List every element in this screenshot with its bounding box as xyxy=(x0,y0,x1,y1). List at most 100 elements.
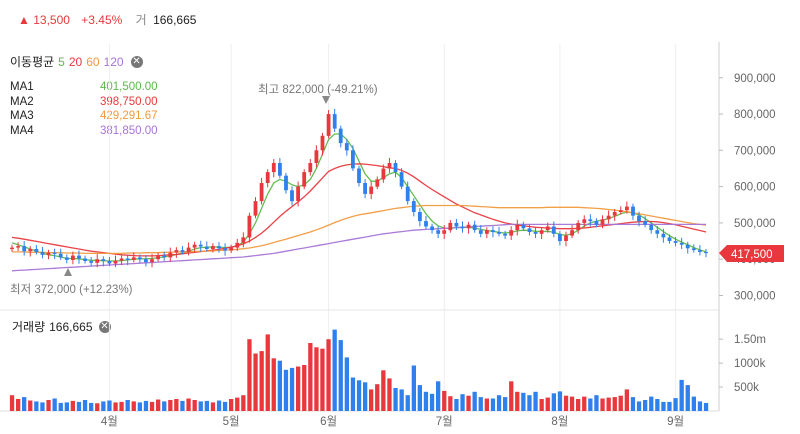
y-tick-label: 800,000 xyxy=(734,109,776,121)
candle-body xyxy=(344,143,349,151)
volume-bar xyxy=(95,403,100,411)
grid-lines xyxy=(0,44,719,412)
candle-body xyxy=(691,248,696,251)
ma-values-list: MA1 401,500.00 MA2 398,750.00 MA3 429,29… xyxy=(10,80,158,138)
volume-close-icon[interactable]: ✕ xyxy=(98,320,111,333)
ma-line-MA3 xyxy=(12,204,707,255)
ma-label: MA3 xyxy=(10,110,34,123)
ma-legend-title: 이동평균 5 20 60 120 ✕ xyxy=(10,53,143,70)
volume-bar xyxy=(594,395,599,411)
candle-body xyxy=(192,244,197,248)
x-tick-label: 4월 xyxy=(101,415,118,428)
volume-bar xyxy=(703,403,709,411)
candle-body xyxy=(83,258,87,261)
candle-body xyxy=(320,135,325,151)
candle-body xyxy=(661,233,666,238)
candle-body xyxy=(113,260,118,264)
volume-bar xyxy=(308,343,313,411)
candle-body xyxy=(16,246,20,248)
volume-bar xyxy=(253,353,258,411)
volume-bar xyxy=(125,400,130,411)
candle-body xyxy=(618,210,623,212)
ma-label: MA1 xyxy=(10,81,34,93)
volume-bar xyxy=(673,398,678,411)
moving-average-lines xyxy=(11,133,707,272)
volume-bar xyxy=(64,402,69,411)
candle-body xyxy=(144,259,148,263)
candle-body xyxy=(631,206,635,216)
candle-body xyxy=(125,258,130,260)
candle-body xyxy=(399,172,404,187)
volume-bar xyxy=(9,395,15,411)
volume-label: 거 xyxy=(135,13,147,27)
candle-body xyxy=(405,186,410,202)
volume-bar xyxy=(137,402,142,411)
volume-bar xyxy=(466,395,471,411)
volume-bar xyxy=(442,390,447,411)
candle-body xyxy=(466,224,471,229)
ma-line-MA4 xyxy=(11,223,706,272)
candle-body xyxy=(491,230,495,232)
candle-body xyxy=(211,246,215,249)
ma-value: 429,291.67 xyxy=(100,110,158,123)
candle-body xyxy=(89,261,94,263)
volume-bar xyxy=(277,360,282,411)
volume-bar xyxy=(210,402,216,411)
candlesticks xyxy=(10,108,708,268)
volume-bar xyxy=(16,399,21,411)
volume-bar xyxy=(655,399,660,411)
candle-body xyxy=(442,230,447,234)
candle-body xyxy=(679,242,684,245)
x-tick-label: 5월 xyxy=(223,415,240,428)
candle-body xyxy=(271,163,276,173)
candle-body xyxy=(363,183,367,194)
volume-bar xyxy=(436,381,441,411)
volume-value: 166,665 xyxy=(153,13,197,27)
candle-body xyxy=(655,230,660,234)
candle-body xyxy=(107,261,112,264)
candle-body xyxy=(375,179,380,187)
candle-body xyxy=(326,114,331,136)
volume-title-value: 166,665 xyxy=(49,319,93,334)
volume-bar xyxy=(411,365,416,411)
y-tick-label: 700,000 xyxy=(734,145,776,157)
candle-body xyxy=(515,224,520,231)
candle-body xyxy=(34,249,39,252)
volume-bar xyxy=(70,400,75,411)
candle-body xyxy=(284,175,288,191)
volume-bar xyxy=(34,401,39,411)
volume-bar xyxy=(113,402,118,411)
ma-period-5: 5 xyxy=(58,54,65,69)
volume-bar xyxy=(131,401,136,411)
x-tick-label: 9월 xyxy=(667,415,684,428)
volume-bars xyxy=(9,329,709,411)
candle-body xyxy=(77,255,81,259)
candle-body xyxy=(698,250,702,252)
candle-body xyxy=(436,230,441,234)
candle-body xyxy=(46,252,51,255)
candle-body xyxy=(576,222,581,231)
volume-bar xyxy=(697,401,703,411)
candle-body xyxy=(338,128,343,144)
volume-bar xyxy=(222,401,228,411)
volume-bar xyxy=(454,399,459,411)
candle-body xyxy=(485,230,489,234)
x-tick-label: 6월 xyxy=(320,415,337,428)
volume-bar xyxy=(667,401,672,411)
volume-bar xyxy=(162,401,167,411)
volume-bar xyxy=(22,397,27,411)
ma-close-icon[interactable]: ✕ xyxy=(130,55,143,68)
volume-bar xyxy=(563,395,569,411)
volume-bar xyxy=(52,398,57,411)
price-header: ▲ 13,500 +3.45% 거 166,665 xyxy=(18,11,196,28)
ma-value: 401,500.00 xyxy=(100,81,158,93)
volume-bar xyxy=(46,400,51,411)
candle-body xyxy=(259,183,264,202)
candle-body xyxy=(588,219,593,222)
volume-bar xyxy=(58,402,63,411)
volume-bar xyxy=(259,351,264,411)
candle-body xyxy=(564,235,568,241)
candle-body xyxy=(314,150,319,163)
volume-bar xyxy=(101,401,106,411)
